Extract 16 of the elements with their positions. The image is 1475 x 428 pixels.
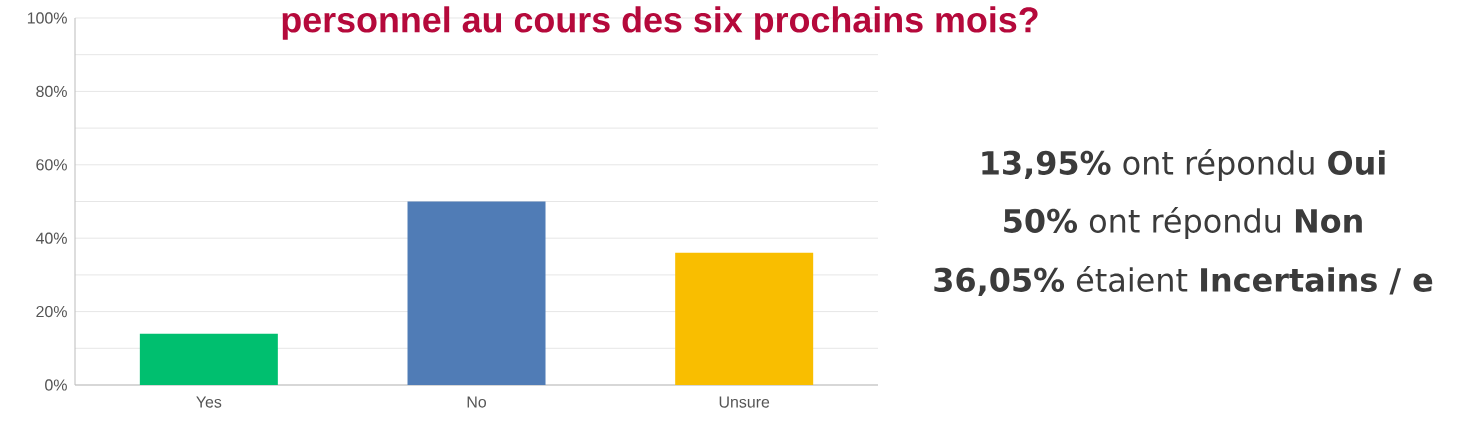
y-tick-label: 40% — [35, 232, 67, 244]
chart-title: personnel au cours des six prochains mois? — [282, 6, 1038, 40]
x-tick-label: No — [467, 396, 487, 408]
text: 36,05% étaient Incertains / e — [934, 265, 1433, 297]
y-tick-label: 80% — [36, 85, 67, 98]
y-tick-label: 20% — [36, 305, 67, 318]
y-tick-label: 60% — [36, 159, 67, 171]
text: 50% ont répondu Non — [1004, 206, 1362, 240]
y-tick-label: 100% — [27, 12, 67, 24]
x-tick-label: Yes — [196, 396, 222, 408]
text: 13,95% ont répondu Oui — [982, 148, 1385, 182]
y-tick-label: 0% — [45, 379, 67, 391]
x-tick-label: Unsure — [719, 396, 770, 408]
bar — [675, 252, 814, 385]
bar — [139, 333, 278, 385]
bar — [407, 201, 546, 385]
